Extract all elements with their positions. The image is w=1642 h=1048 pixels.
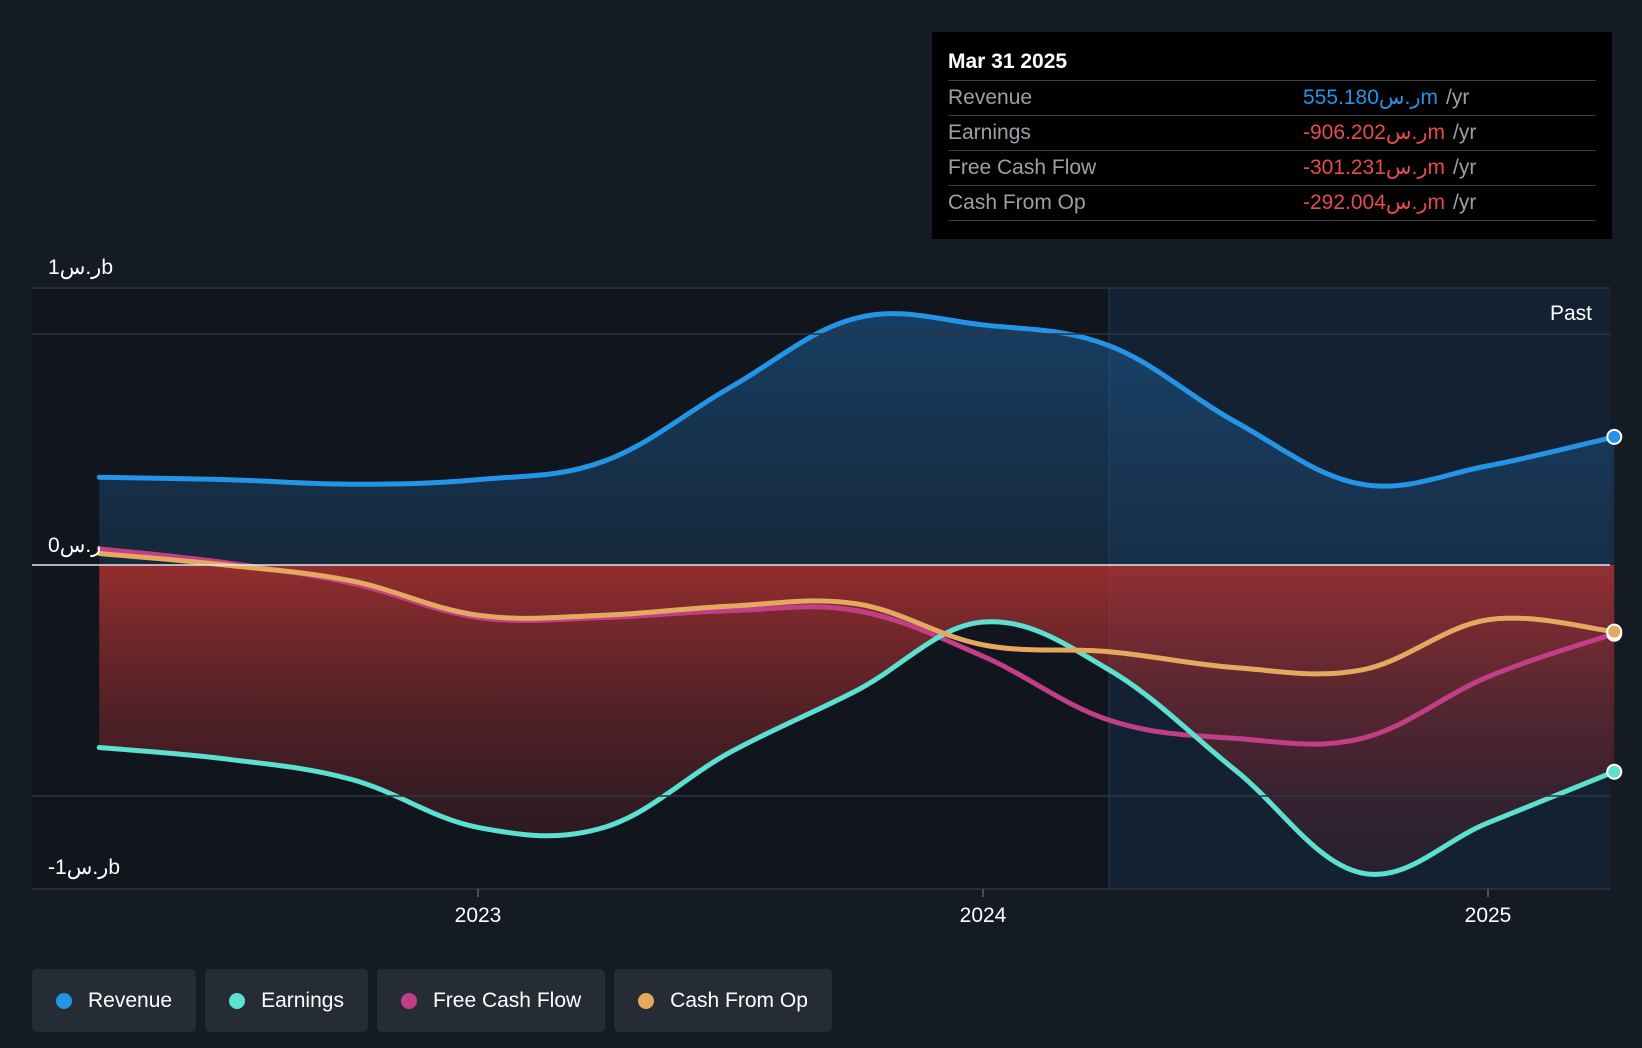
tooltip-unit: /yr (1453, 121, 1477, 144)
earnings-end-marker (1606, 763, 1623, 780)
legend-item-free-cash-flow[interactable]: Free Cash Flow (376, 969, 606, 1032)
revenue-end-marker (1606, 428, 1623, 445)
legend-dot-cash-from-op (638, 992, 655, 1009)
tooltip-label: Revenue (948, 86, 1033, 109)
tooltip-unit: /yr (1446, 86, 1470, 109)
tooltip-label: Cash From Op (948, 191, 1086, 214)
tooltip-row-earnings: Earnings -906.202ر.سm /yr (948, 115, 1596, 150)
past-label: Past (1550, 302, 1592, 325)
legend-label: Cash From Op (670, 988, 808, 1012)
tooltip-date: Mar 31 2025 (948, 50, 1068, 73)
legend-label: Free Cash Flow (432, 988, 582, 1012)
cash-from-op-end-marker (1606, 623, 1623, 640)
legend-item-cash-from-op[interactable]: Cash From Op (614, 969, 832, 1032)
revenue-area (99, 313, 1615, 565)
legend-dot-earnings (229, 992, 246, 1009)
legend-dot-revenue (56, 992, 72, 1009)
y-axis-label: 0ر.س (48, 534, 101, 558)
legend-item-earnings[interactable]: Earnings (205, 969, 368, 1032)
tooltip-row-revenue: Revenue 555.180ر.سm /yr (948, 80, 1596, 115)
tooltip-value: -301.231ر.سm (1303, 156, 1446, 179)
y-axis-label: -1ر.سb (48, 856, 120, 880)
cash-from-op-line (96, 550, 1617, 677)
y-axis-label: 1ر.سb (48, 256, 113, 280)
earnings-line (96, 619, 1617, 877)
tooltip-row-free-cash-flow: Free Cash Flow -301.231ر.سm /yr (948, 150, 1596, 185)
tooltip-value: 555.180ر.سm (1303, 86, 1439, 109)
chart-legend: Revenue Earnings Free Cash Flow Cash Fro… (32, 969, 832, 1032)
x-tick-label: 2023 (455, 904, 502, 927)
tooltip-value: -906.202ر.سm (1303, 121, 1446, 144)
legend-label: Revenue (88, 988, 173, 1012)
tooltip-value: -292.004ر.سm (1303, 191, 1446, 214)
x-tick-label: 2024 (960, 904, 1007, 927)
tooltip-row-cash-from-op: Cash From Op -292.004ر.سm /yr (948, 185, 1596, 221)
x-tick-label: 2025 (1465, 904, 1512, 927)
tooltip-panel: Mar 31 2025 Revenue 555.180ر.سm /yr Earn… (932, 32, 1612, 239)
negative-area (99, 565, 1615, 875)
legend-dot-free-cash-flow (400, 992, 417, 1009)
tooltip-label: Free Cash Flow (948, 156, 1097, 179)
revenue-line (96, 311, 1617, 489)
tooltip-unit: /yr (1453, 191, 1477, 214)
tooltip-label: Earnings (948, 121, 1031, 144)
tooltip-unit: /yr (1453, 156, 1477, 179)
legend-item-revenue[interactable]: Revenue (32, 969, 197, 1032)
legend-label: Earnings (261, 988, 344, 1012)
